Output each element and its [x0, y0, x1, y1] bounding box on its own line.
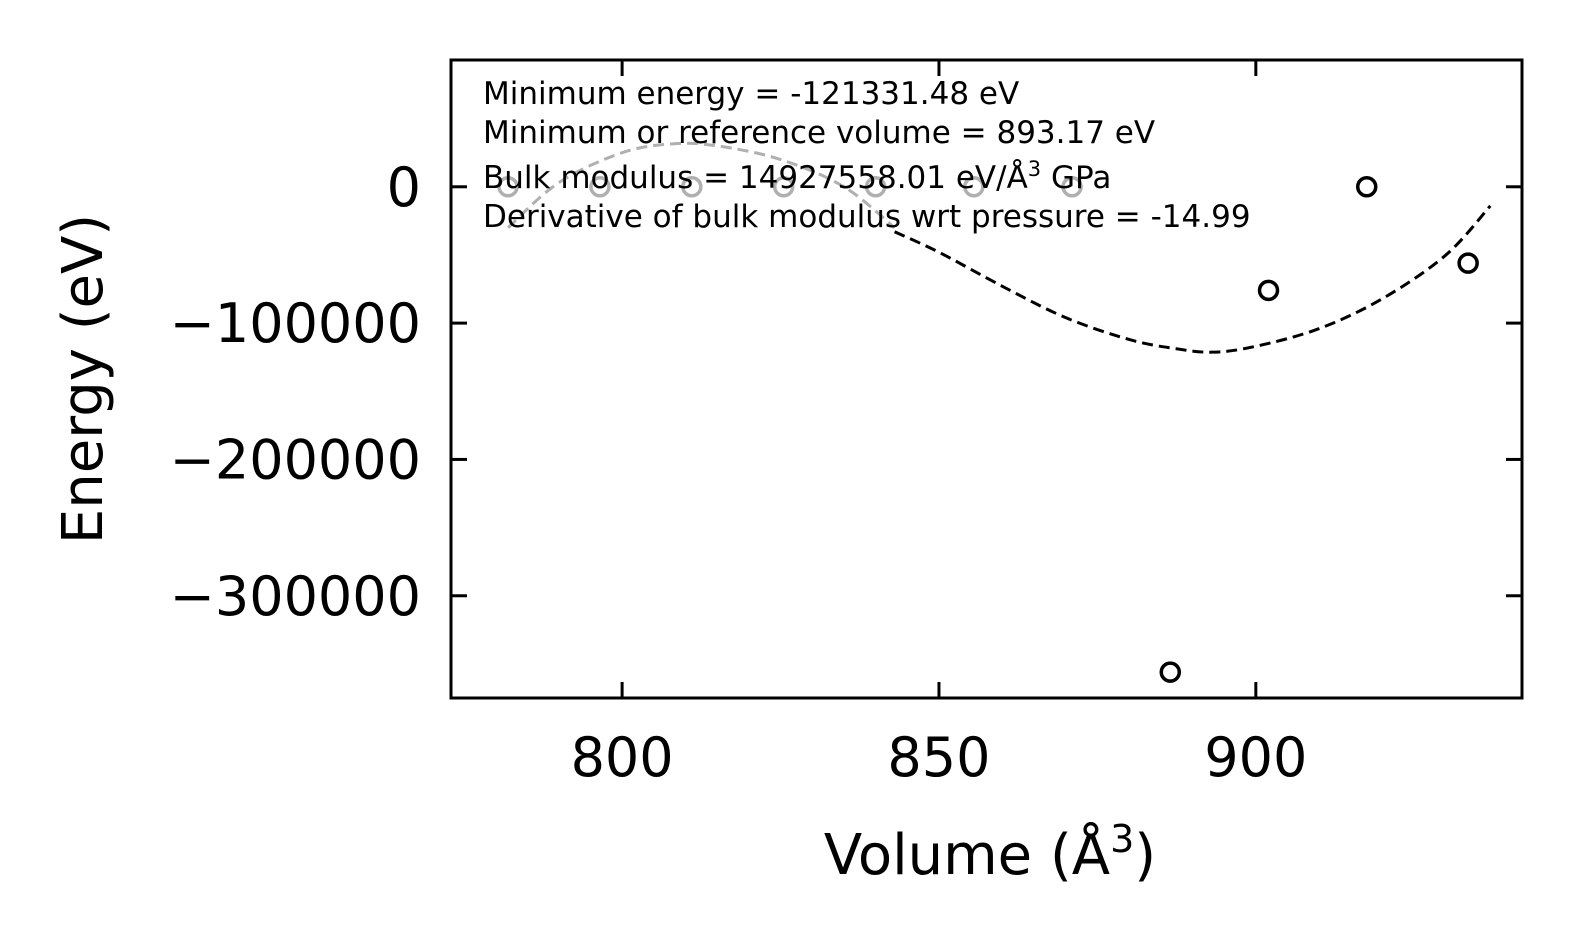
annotation-bulk-modulus-sup: 3: [1028, 157, 1041, 181]
plot-area: [497, 141, 1492, 683]
annotation-bulk-modulus-unit: GPa: [1041, 160, 1111, 196]
annotation-min-volume: Minimum or reference volume = 893.17 eV: [483, 115, 1155, 151]
plot-frame: [449, 58, 1524, 700]
reference-data-point: [497, 176, 519, 198]
reference-data-point: [864, 176, 887, 198]
x-tick-label: 850: [887, 726, 990, 789]
data-point: [1355, 176, 1378, 198]
reference-fit-curve: [507, 141, 896, 229]
reference-data-point: [963, 176, 985, 198]
fit-curve: [893, 204, 1492, 354]
data-points-layer: [1159, 176, 1479, 683]
y-tick-label: −200000: [170, 428, 421, 491]
reference-data-point: [589, 176, 611, 198]
data-point: [1257, 279, 1280, 302]
reference-fit-layer: [507, 141, 896, 229]
data-point: [1159, 661, 1182, 683]
data-point: [1457, 252, 1479, 274]
annotation-bulk-modulus-text: Bulk modulus = 14927558.01 eV/Å: [483, 160, 1028, 196]
reference-data-point: [681, 176, 703, 198]
fit-layer: [893, 204, 1492, 354]
x-axis-title-close: ): [1134, 823, 1156, 888]
annotation-min-energy: Minimum energy = -121331.48 eV: [483, 76, 1019, 112]
x-tick-label: 900: [1204, 726, 1307, 789]
y-tick-label: −100000: [170, 292, 421, 355]
annotation-bulk-modulus: Bulk modulus = 14927558.01 eV/Å3 GPa: [483, 157, 1111, 196]
x-axis-title-sup: 3: [1110, 817, 1134, 861]
x-tick-label: 800: [571, 726, 674, 789]
x-axis-title: Volume (Å3): [824, 817, 1156, 888]
reference-points-layer: [497, 176, 1083, 198]
annotation-bulk-modulus-derivative: Derivative of bulk modulus wrt pressure …: [483, 199, 1251, 235]
y-axis-ticks: 0 −100000 −200000 −300000: [170, 156, 1522, 628]
x-axis-title-text: Volume (Å: [824, 822, 1110, 888]
y-tick-label: −300000: [170, 565, 421, 628]
y-tick-label: 0: [387, 156, 421, 219]
reference-data-point: [1061, 176, 1083, 198]
x-axis-ticks: 800 850 900: [571, 60, 1307, 789]
reference-data-point: [772, 176, 795, 198]
fit-annotations: Minimum energy = -121331.48 eV Minimum o…: [483, 76, 1251, 235]
y-axis-title: Energy (eV): [51, 214, 116, 544]
